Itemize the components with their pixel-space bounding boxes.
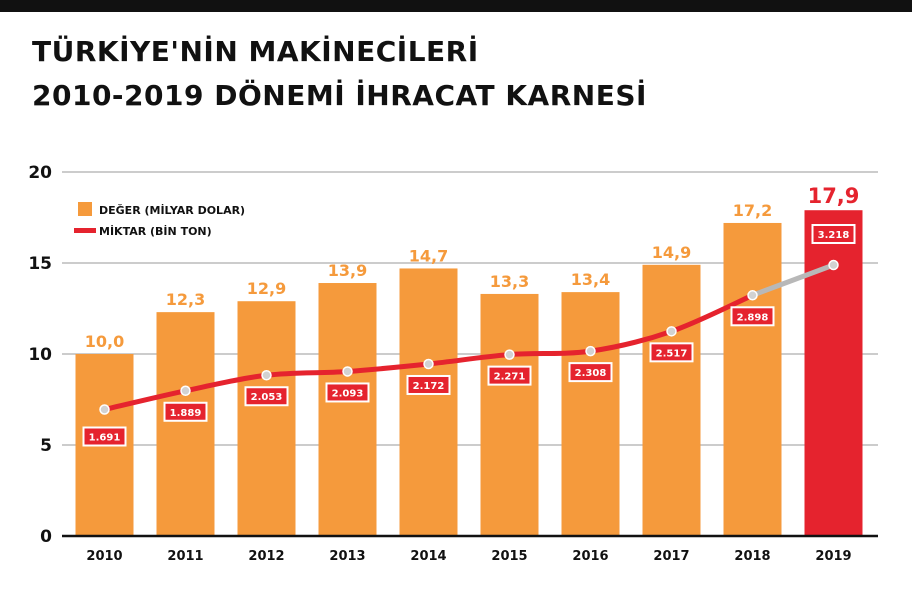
y-tick-label: 5 xyxy=(40,436,52,456)
chart-title: TÜRKİYE'NİN MAKİNECİLERİ 2010-2019 DÖNEM… xyxy=(32,30,647,118)
quantity-label: 3.218 xyxy=(818,230,850,241)
quantity-label-box xyxy=(82,426,127,447)
top-bar xyxy=(0,0,912,12)
bar-value-label: 13,9 xyxy=(328,261,367,280)
bar-value-label: 14,9 xyxy=(652,243,691,262)
quantity-point xyxy=(504,349,515,360)
legend-swatch-quantity xyxy=(74,228,96,233)
quantity-point xyxy=(342,366,353,377)
x-tick-label: 2011 xyxy=(167,549,203,564)
bar-value-label: 17,9 xyxy=(808,184,860,208)
bar-2013 xyxy=(318,283,377,536)
quantity-label: 2.308 xyxy=(575,368,607,379)
quantity-label: 2.093 xyxy=(332,388,364,399)
quantity-line xyxy=(99,259,839,415)
bar-2016 xyxy=(561,292,620,536)
quantity-label-box xyxy=(811,224,856,244)
x-tick-label: 2019 xyxy=(815,549,851,564)
quantity-point xyxy=(180,385,191,397)
quantity-label-box xyxy=(406,374,451,395)
quantity-point xyxy=(99,404,110,415)
quantity-label-box xyxy=(244,386,289,407)
y-tick-label: 20 xyxy=(28,163,52,183)
quantity-label: 2.517 xyxy=(656,348,688,359)
quantity-point xyxy=(585,345,596,357)
x-tick-label: 2017 xyxy=(653,549,689,564)
legend: DEĞER (MİLYAR DOLAR) MİKTAR (BİN TON) xyxy=(74,202,245,238)
quantity-label-box xyxy=(568,362,613,383)
y-tick-label: 10 xyxy=(28,345,52,365)
axes: 0 5 10 15 20 2010 2011 2012 2013 2014 2015 2016 2017… xyxy=(28,163,878,564)
quantity-label-box xyxy=(487,365,532,386)
quantity-label: 2.172 xyxy=(413,381,445,392)
bar-2011 xyxy=(156,312,215,536)
legend-label-value: DEĞER (MİLYAR DOLAR) xyxy=(99,203,245,217)
quantity-point xyxy=(666,326,677,337)
quantity-label: 2.271 xyxy=(494,372,526,383)
bar-2012 xyxy=(237,301,296,536)
quantity-label: 1.889 xyxy=(170,408,202,419)
chart-title-line-1: TÜRKİYE'NİN MAKİNECİLERİ xyxy=(32,35,479,68)
quantity-label-box xyxy=(649,342,694,363)
legend-label-quantity: MİKTAR (BİN TON) xyxy=(99,224,212,238)
bar-value-label: 14,7 xyxy=(409,246,448,265)
bar-2019 xyxy=(804,210,863,536)
bar-value-label: 13,4 xyxy=(571,270,610,289)
bar-value-label: 17,2 xyxy=(733,201,772,220)
bar-2018 xyxy=(723,222,782,536)
x-tick-label: 2012 xyxy=(248,549,284,564)
bars xyxy=(75,210,863,536)
bar-2014 xyxy=(399,268,458,536)
bar-2017 xyxy=(642,264,701,536)
y-tick-label: 15 xyxy=(28,254,52,274)
quantity-point xyxy=(828,259,839,271)
quantity-point xyxy=(261,369,272,381)
quantity-label: 2.898 xyxy=(737,312,769,323)
x-tick-label: 2014 xyxy=(410,549,446,564)
x-tick-label: 2018 xyxy=(734,549,770,564)
x-tick-label: 2010 xyxy=(86,549,122,564)
quantity-label-box xyxy=(325,382,370,403)
quantity-line-last-segment xyxy=(750,262,836,298)
quantity-label: 2.053 xyxy=(251,392,283,403)
chart-title-line-2: 2010-2019 DÖNEMİ İHRACAT KARNESİ xyxy=(32,79,647,112)
quantity-label-box xyxy=(163,401,208,422)
bar-value-label: 12,3 xyxy=(166,290,205,309)
quantity-label: 1.691 xyxy=(89,433,121,444)
bar-value-label: 12,9 xyxy=(247,279,286,298)
quantity-point xyxy=(423,358,434,370)
bar-value-label: 10,0 xyxy=(85,332,124,351)
quantity-point xyxy=(747,290,758,301)
data-labels: 10,0 12,3 12,9 13,9 14,7 13,3 13,4 14,9 17,2 17,9… xyxy=(82,184,860,447)
legend-swatch-value xyxy=(78,202,92,216)
x-tick-label: 2016 xyxy=(572,549,608,564)
x-tick-label: 2013 xyxy=(329,549,365,564)
y-tick-label: 0 xyxy=(40,527,52,547)
bar-2015 xyxy=(480,293,539,536)
bar-value-label: 13,3 xyxy=(490,272,529,291)
quantity-label-box xyxy=(730,306,775,327)
x-tick-label: 2015 xyxy=(491,549,527,564)
